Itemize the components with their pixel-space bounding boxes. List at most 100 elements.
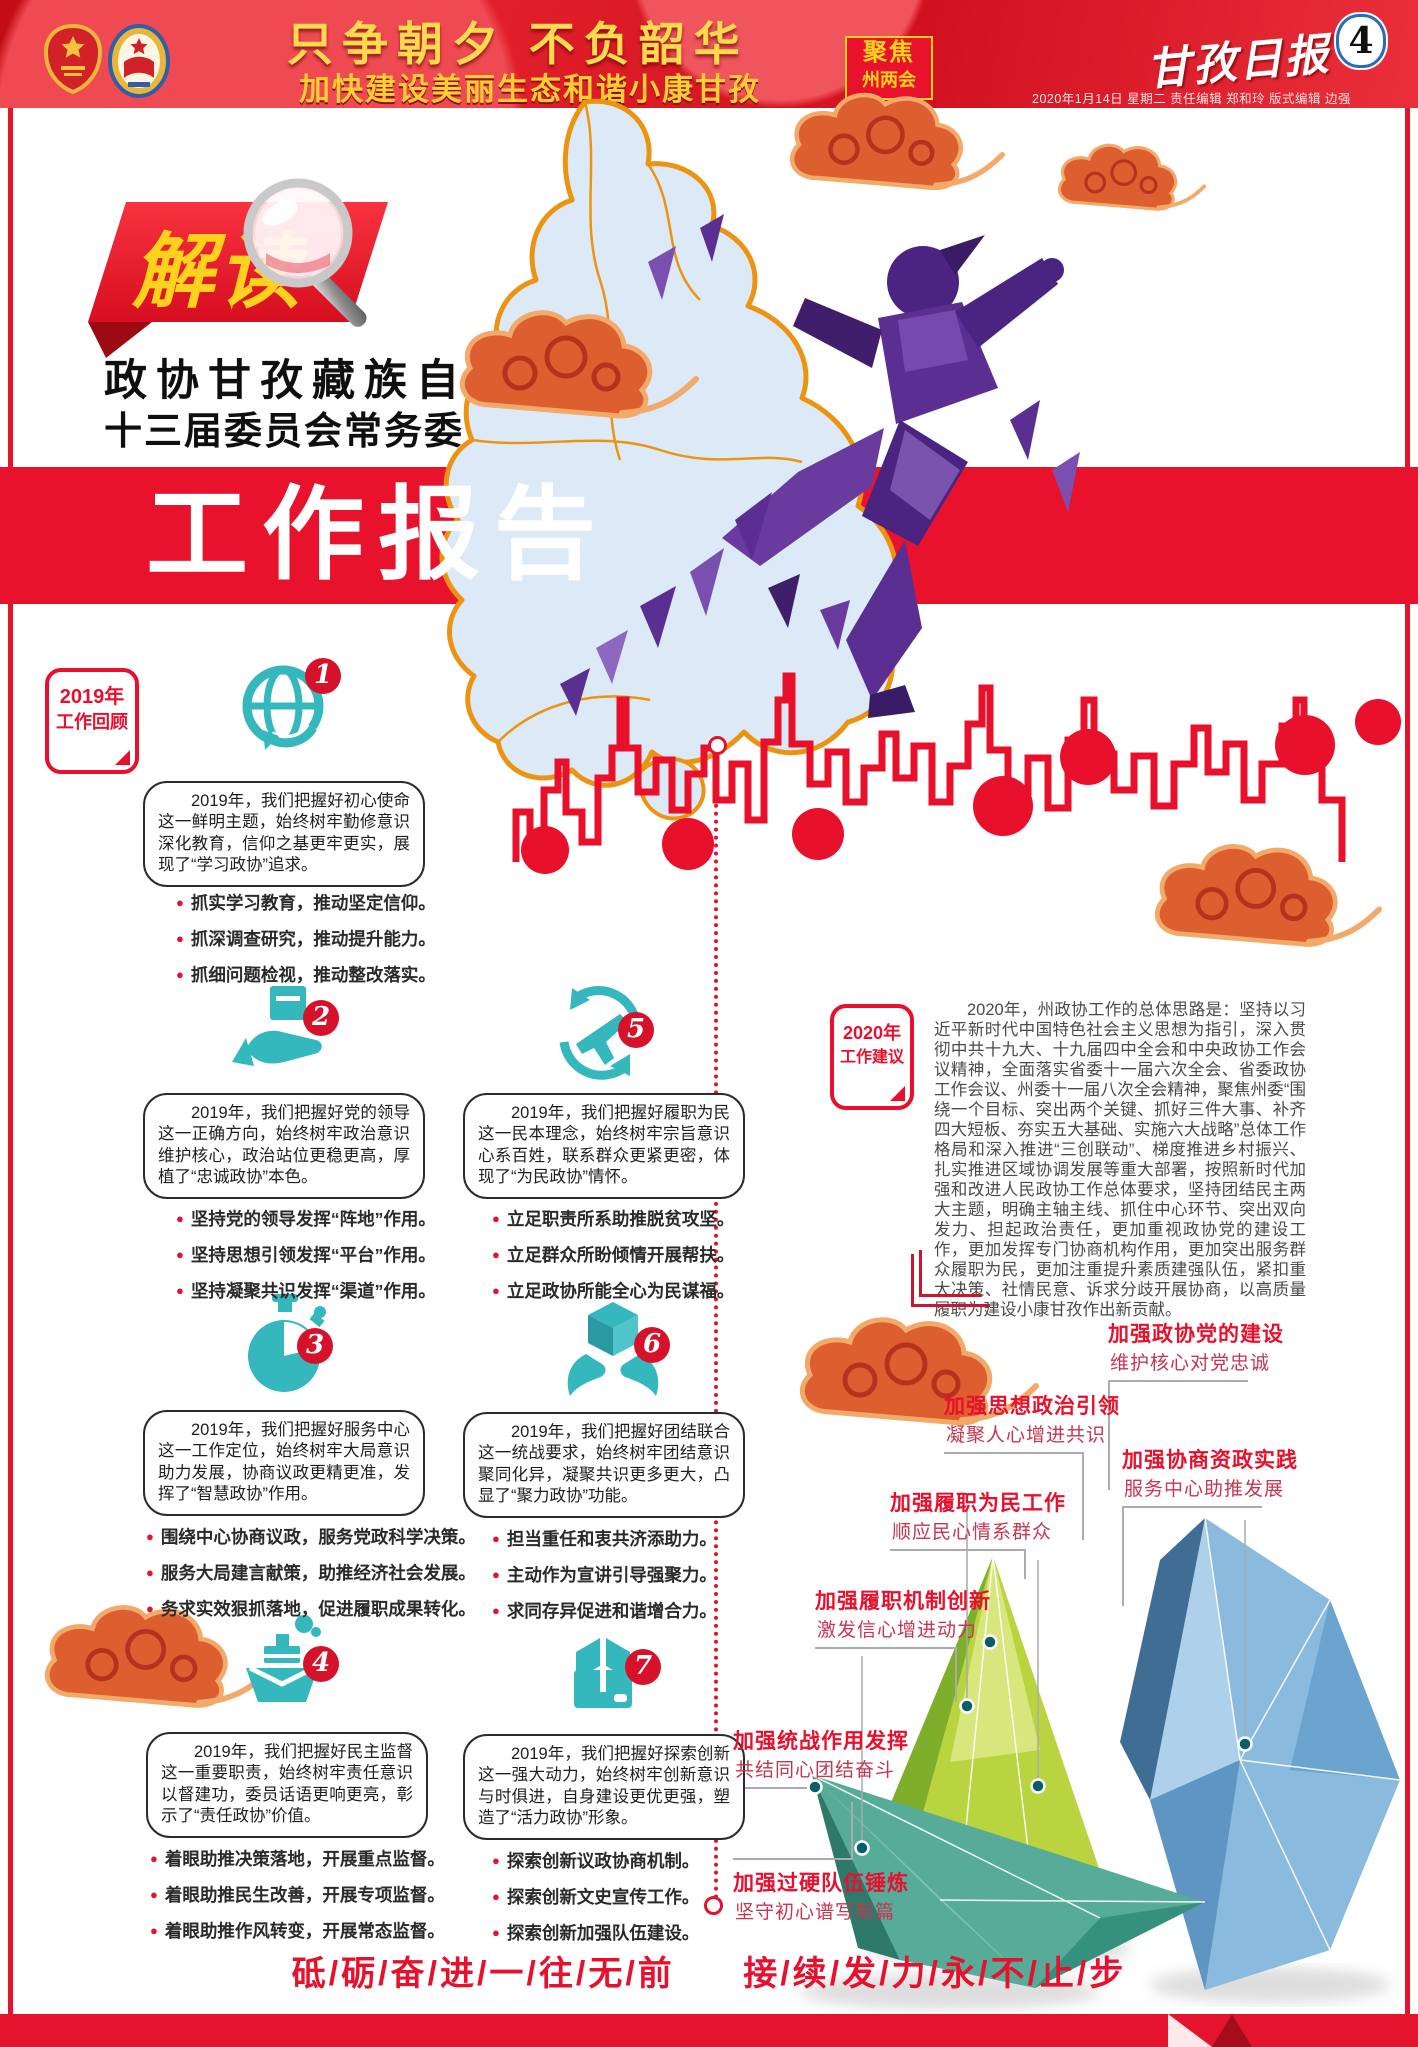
label-2020-line1: 2020年 [842, 1023, 902, 1043]
plan-item-subtitle: 共结同心团结奋斗 [735, 1760, 896, 1781]
corner-fold-graphic [1168, 2014, 1252, 2047]
plan-item-title: 加强履职为民工作 [890, 1492, 1066, 1515]
section-number-badge: 7 [625, 1649, 661, 1685]
date-editors-line: 2020年1月14日 星期二 责任编辑 郑和玲 版式编辑 边强 [1032, 92, 1352, 106]
section-number-badge: 2 [303, 1000, 339, 1036]
bullet-item: 抓深调查研究，推动提升能力。 [176, 926, 436, 951]
ship-icon [246, 1615, 321, 1702]
bullet-item: 担当重任和衷共济添助力。 [492, 1526, 717, 1551]
plan-item-title: 加强履职机制创新 [815, 1590, 991, 1613]
section-bullets: 围绕中心协商议政，服务党政科学决策。 服务大局建言献策，助推经济社会发展。 务求… [146, 1524, 476, 1632]
plan-item-subtitle: 坚守初心谱写新篇 [735, 1902, 896, 1923]
plan-item-subtitle: 维护核心对党忠诚 [1110, 1353, 1271, 1374]
focus-badge-line1: 聚焦 [863, 39, 915, 66]
plan-item-subtitle: 服务中心助推发展 [1124, 1479, 1285, 1500]
section-number-badge: 1 [305, 658, 341, 694]
plan-item-subtitle: 凝聚人心增进共识 [946, 1425, 1107, 1446]
bullet-item: 立足职责所系助推脱贫攻坚。 [492, 1206, 735, 1231]
section-bullets: 立足职责所系助推脱贫攻坚。 立足群众所盼倾情开展帮扶。 立足政协所能全心为民谋福… [492, 1206, 735, 1314]
label-2020-line2: 工作建议 [839, 1049, 904, 1066]
globe-sync-icon [242, 665, 324, 751]
section-summary: 2019年，我们把握好服务中心这一工作定位，始终树牢大局意识助力发展，协商议政更… [143, 1410, 425, 1516]
page-number-badge: 4 [1336, 14, 1386, 68]
bullet-item: 探索创新加强队伍建设。 [492, 1920, 700, 1945]
label-corner-triangle [890, 1086, 905, 1101]
plan-item-subtitle: 激发信心增进动力 [817, 1620, 978, 1641]
plan-item-title: 加强思想政治引领 [944, 1395, 1120, 1418]
national-emblem-icon [44, 24, 102, 94]
open-box-icon [574, 1638, 632, 1708]
report-banner-title: 工作报告 [146, 478, 610, 592]
page-number: 4 [1348, 20, 1374, 62]
section-number-badge: 4 [303, 1646, 339, 1682]
bullet-item: 围绕中心协商议政，服务党政科学决策。 [146, 1524, 476, 1549]
plan-item-title: 加强政协党的建设 [1108, 1323, 1284, 1346]
bullet-item: 主动作为宣讲引导强聚力。 [492, 1562, 717, 1587]
section-bullets: 坚持党的领导发挥“阵地”作用。 坚持思想引领发挥“平台”作用。 坚持凝聚共识发挥… [176, 1206, 436, 1314]
plan-item-subtitle: 顺应民心情系群众 [892, 1522, 1053, 1543]
bullet-item: 探索创新文史宣传工作。 [492, 1884, 700, 1909]
header-slogan-sub: 加快建设美丽生态和谐小康甘孜 [299, 72, 761, 107]
column-divider-dotted-line [714, 748, 718, 1900]
section-summary: 2019年，我们把握好探索创新这一强大动力，始终树牢创新意识与时俱进，自身建设更… [463, 1734, 745, 1840]
left-border [8, 108, 13, 2014]
bullet-item: 务求实效狠抓落地，促进履职成果转化。 [146, 1596, 476, 1621]
hand-card-icon [232, 986, 322, 1066]
section-bullets: 抓实学习教育，推动坚定信仰。 抓深调查研究，推动提升能力。 抓细问题检视，推动整… [176, 890, 436, 998]
label-2019-line1: 2019年 [59, 686, 125, 708]
bullet-item: 求同存异促进和谐增合力。 [492, 1598, 717, 1623]
runner-figure-graphic [560, 214, 1080, 718]
bullet-item: 抓实学习教育，推动坚定信仰。 [176, 890, 436, 915]
corner-bracket [911, 1254, 990, 1307]
masthead-banner: 只争朝夕 不负韶华 加快建设美丽生态和谐小康甘孜 聚焦 州两会 甘孜日报 4 2… [0, 0, 1418, 108]
plan-item-title: 加强过硬队伍锤炼 [733, 1872, 909, 1895]
focus-topic-badge: 聚焦 州两会 [845, 36, 933, 100]
bullet-item: 立足政协所能全心为民谋福。 [492, 1278, 735, 1303]
footer-slogan-left: 砥/砺/奋/进/一/往/无/前 [291, 1955, 675, 1993]
divider-top-cap [708, 736, 727, 755]
right-border [1405, 108, 1410, 2014]
focus-badge-line2: 州两会 [862, 70, 916, 90]
section-summary: 2019年，我们把握好初心使命这一鲜明主题，始终树牢勤修意识深化教育，信仰之基更… [143, 781, 425, 887]
section-bullets: 探索创新议政协商机制。 探索创新文史宣传工作。 探索创新加强队伍建设。 [492, 1848, 700, 1956]
section-bullets: 担当重任和衷共济添助力。 主动作为宣讲引导强聚力。 求同存异促进和谐增合力。 [492, 1526, 717, 1634]
bullet-item: 立足群众所盼倾情开展帮扶。 [492, 1242, 735, 1267]
footer-slogan-right: 接/续/发/力/永/不/止/步 [743, 1955, 1127, 1993]
magnifier-icon [243, 178, 367, 327]
section-summary: 2019年，我们把握好党的领导这一正确方向，始终树牢政治意识维护核心，政治站位更… [143, 1093, 425, 1199]
bullet-item: 服务大局建言献策，助推经济社会发展。 [146, 1560, 476, 1585]
cppcc-emblem-icon [108, 24, 170, 98]
city-skyline-graphic [512, 672, 1401, 874]
bullet-item: 抓细问题检视，推动整改落实。 [176, 962, 436, 987]
corner-bracket-inner [919, 1250, 982, 1297]
footer-slogan: 砥/砺/奋/进/一/往/无/前 接/续/发/力/永/不/止/步 [0, 1946, 1418, 1995]
section-bullets: 着眼助推决策落地，开展重点监督。 着眼助推民生改善，开展专项监督。 着眼助推作风… [150, 1846, 445, 1954]
section-number-badge: 3 [297, 1328, 333, 1364]
bullet-item: 着眼助推作风转变，开展常态监督。 [150, 1918, 445, 1943]
hands-cube-icon [567, 1302, 659, 1396]
plan-item-title: 加强协商资政实践 [1122, 1449, 1298, 1472]
label-2019-line2: 工作回顾 [56, 712, 128, 732]
plan-item-title: 加强统战作用发挥 [733, 1730, 909, 1753]
section-summary: 2019年，我们把握好民主监督这一重要职责，始终树牢责任意识以督建功，委员话语更… [146, 1732, 428, 1838]
label-2019-review: 2019年 工作回顾 [45, 668, 139, 774]
section-summary: 2019年，我们把握好履职为民这一民本理念，始终树牢宗旨意识心系百姓，联系群众更… [463, 1093, 745, 1199]
section-number-badge: 5 [618, 1012, 654, 1048]
bullet-item: 坚持凝聚共识发挥“渠道”作用。 [176, 1278, 436, 1303]
bullet-item: 坚持思想引领发挥“平台”作用。 [176, 1242, 436, 1267]
divider-bottom-cap [704, 1896, 723, 1915]
section-number-badge: 6 [634, 1327, 670, 1363]
interpret-badge: 解读 [88, 178, 388, 358]
crystal-graphics [800, 1505, 1401, 2010]
bullet-item: 着眼助推民生改善，开展专项监督。 [150, 1882, 445, 1907]
section-summary: 2019年，我们把握好团结联合这一统战要求，始终树牢团结意识聚同化异，凝聚共识更… [463, 1412, 745, 1518]
label-2020-plan: 2020年 工作建议 [830, 1004, 914, 1110]
bullet-item: 着眼助推决策落地，开展重点监督。 [150, 1846, 445, 1871]
bullet-item: 探索创新议政协商机制。 [492, 1848, 700, 1873]
label-corner-triangle [115, 750, 130, 765]
header-slogan-main: 只争朝夕 不负韶华 [287, 18, 749, 70]
plan-2020-overview: 2020年，州政协工作的总体思路是：坚持以习近平新时代中国特色社会主义思想为指引… [934, 1001, 1306, 1319]
bullet-item: 坚持党的领导发挥“阵地”作用。 [176, 1206, 436, 1231]
